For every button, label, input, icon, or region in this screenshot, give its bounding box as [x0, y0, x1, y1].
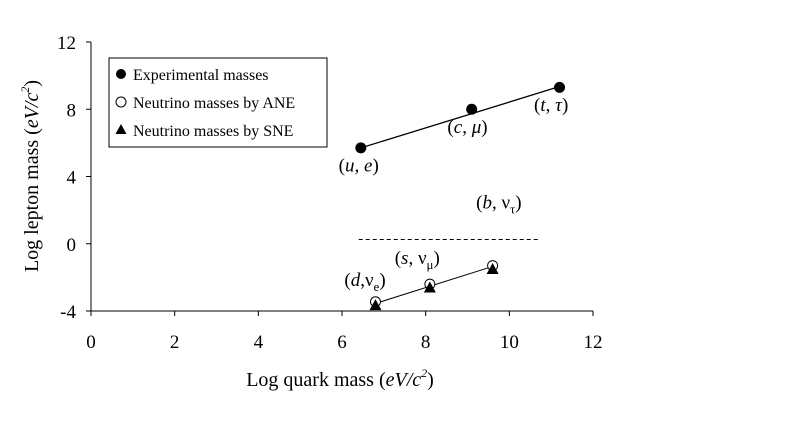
x-axis-title: Log quark mass (eV/c2) — [246, 366, 434, 391]
x-axis-ticks: 0 2 4 6 8 10 12 — [86, 311, 603, 353]
y-tick-label: 4 — [67, 168, 77, 189]
legend-item-sne: Neutrino masses by SNE — [115, 123, 293, 140]
legend-box — [108, 57, 328, 148]
legend: Experimental masses Neutrino masses by A… — [108, 57, 328, 148]
x-tick-label: 8 — [421, 332, 431, 353]
sne-neutrino-point — [423, 281, 436, 293]
annotation-c-mu: (c, μ) — [447, 117, 487, 138]
experimental-mass-point — [466, 103, 478, 115]
x-tick-label: 2 — [170, 332, 180, 353]
y-tick-label: 12 — [57, 33, 76, 54]
pair-annotations: (u, e) (c, μ) (t, τ) (b, ντ) (s, νμ) (d,νe) — [339, 95, 569, 294]
annotation-t-tau: (t, τ) — [534, 95, 568, 116]
annotation-d-nue: (d,νe) — [344, 270, 385, 294]
legend-marker-filled-triangle — [115, 124, 127, 134]
y-tick-label: 0 — [67, 235, 77, 256]
x-tick-label: 10 — [500, 332, 519, 353]
x-tick-label: 0 — [86, 332, 96, 353]
legend-item-ane: Neutrino masses by ANE — [115, 95, 295, 112]
legend-label: Neutrino masses by SNE — [133, 123, 293, 140]
y-tick-label: 8 — [67, 100, 77, 121]
legend-item-experimental: Experimental masses — [116, 67, 269, 84]
x-tick-label: 4 — [254, 332, 264, 353]
x-tick-label: 12 — [584, 332, 603, 353]
annotation-s-numu: (s, νμ) — [395, 248, 440, 272]
experimental-mass-point — [554, 81, 566, 93]
y-axis-title: Log lepton mass (eV/c2) — [18, 80, 43, 272]
legend-marker-open-circle — [115, 96, 127, 108]
y-axis-ticks: -4 0 4 8 12 — [57, 33, 91, 323]
legend-label: Experimental masses — [133, 67, 269, 84]
annotation-u-e: (u, e) — [339, 155, 379, 176]
sne-neutrino-point — [486, 262, 499, 274]
experimental-fit-line — [360, 85, 560, 149]
data-points — [355, 81, 566, 311]
experimental-mass-point — [355, 142, 367, 154]
x-tick-label: 6 — [337, 332, 347, 353]
legend-marker-filled-circle — [116, 69, 126, 79]
y-tick-label: -4 — [60, 302, 76, 323]
axes: 0 2 4 6 8 10 12 -4 0 4 8 12 — [57, 33, 603, 353]
legend-label: Neutrino masses by ANE — [133, 95, 295, 112]
annotation-b-nutau: (b, ντ) — [476, 192, 521, 216]
sne-neutrino-point — [369, 299, 382, 311]
